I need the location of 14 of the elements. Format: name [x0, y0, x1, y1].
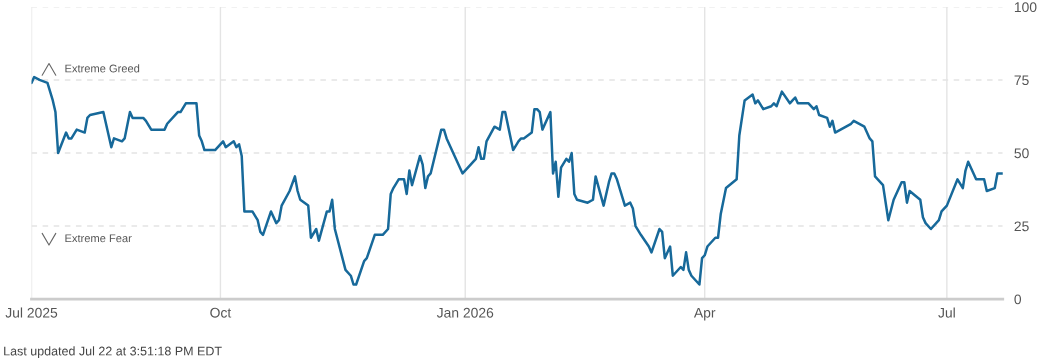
- x-tick-label: Apr: [693, 307, 716, 321]
- y-tick-label: 100: [1014, 2, 1037, 13]
- x-tick-label: Oct: [210, 307, 232, 318]
- y-tick-label: 25: [1014, 221, 1029, 232]
- y-tick-label: 75: [1014, 75, 1029, 86]
- y-tick-label: 0: [1014, 294, 1022, 305]
- line-series: [31, 75, 1003, 286]
- annotation: Extreme Fear: [65, 234, 132, 243]
- x-tick-label: Jan 2026: [436, 307, 494, 318]
- annotation: Extreme Greed: [65, 64, 140, 73]
- x-tick-label: Jul 2025: [5, 307, 58, 318]
- text: Last updated Jul 22 at 3:51:18 PM EDT: [4, 346, 222, 358]
- y-tick-label: 50: [1014, 148, 1029, 159]
- x-tick-label: Jul: [938, 307, 955, 318]
